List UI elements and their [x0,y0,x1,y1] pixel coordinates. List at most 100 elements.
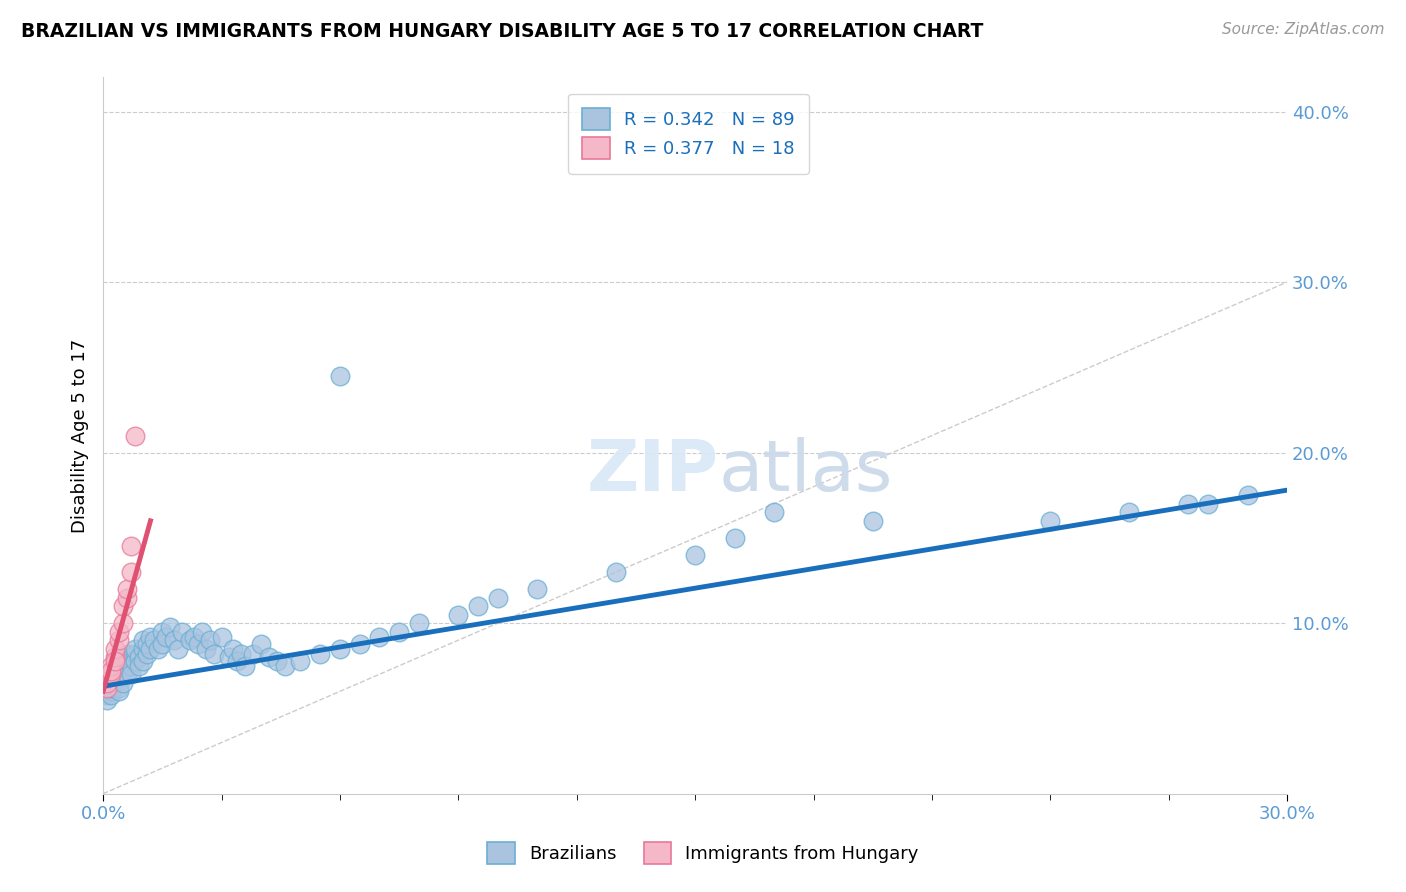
Point [104,641,127,656]
Point [96,676,118,690]
Point [100,658,122,673]
Point [104,654,127,668]
Point [100,664,122,678]
Point [273,658,295,673]
Point [135,647,157,661]
Point [447,607,470,622]
Point [211,630,233,644]
Point [115,582,138,596]
Point [108,671,131,685]
Point [115,654,138,668]
Point [1039,514,1062,528]
Point [329,641,352,656]
Point [108,633,131,648]
Point [349,637,371,651]
Point [242,647,264,661]
Point [198,633,221,648]
Point [683,548,706,562]
Point [148,641,170,656]
Point [104,664,127,678]
Point [329,368,352,383]
Point [104,671,127,685]
Point [368,630,391,644]
Point [388,624,411,639]
Point [108,667,131,681]
Point [96,688,118,702]
Point [124,654,146,668]
Point [100,667,122,681]
Point [191,624,214,639]
Point [128,650,150,665]
Point [231,647,253,661]
Point [143,633,166,648]
Point [108,684,131,698]
Point [526,582,548,596]
Point [163,633,186,648]
Point [96,671,118,685]
Point [194,641,217,656]
Point [202,647,225,661]
Point [226,654,249,668]
Point [486,591,509,605]
Point [96,693,118,707]
Point [111,664,134,678]
Point [124,641,146,656]
Point [139,641,162,656]
Point [120,658,142,673]
Point [96,676,118,690]
Text: atlas: atlas [718,437,893,506]
Point [250,637,273,651]
Point [179,633,201,648]
Legend: R = 0.342   N = 89, R = 0.377   N = 18: R = 0.342 N = 89, R = 0.377 N = 18 [568,94,808,174]
Point [115,647,138,661]
Point [309,647,332,661]
Point [108,658,131,673]
Point [150,624,173,639]
Point [115,667,138,681]
Point [159,619,181,633]
Point [139,630,162,644]
Point [233,658,256,673]
Point [862,514,884,528]
Point [155,630,177,644]
Point [1197,497,1219,511]
Point [100,684,122,698]
Point [170,624,193,639]
Text: Source: ZipAtlas.com: Source: ZipAtlas.com [1222,22,1385,37]
Point [96,681,118,695]
Point [467,599,489,613]
Point [1118,505,1140,519]
Point [1177,497,1199,511]
Point [131,633,153,648]
Point [222,641,245,656]
Point [763,505,786,519]
Point [128,658,150,673]
Point [723,531,745,545]
Point [131,641,153,656]
Point [135,637,157,651]
Point [104,676,127,690]
Legend: Brazilians, Immigrants from Hungary: Brazilians, Immigrants from Hungary [472,828,934,879]
Point [266,654,288,668]
Point [218,650,240,665]
Point [108,624,131,639]
Point [120,565,142,579]
Point [100,688,122,702]
Point [111,676,134,690]
Point [183,630,205,644]
Point [111,616,134,631]
Text: ZIP: ZIP [586,437,718,506]
Point [104,667,127,681]
Point [150,637,173,651]
Point [96,681,118,695]
Point [100,676,122,690]
Point [100,681,122,695]
Point [111,654,134,668]
Point [111,658,134,673]
Y-axis label: Disability Age 5 to 17: Disability Age 5 to 17 [72,338,89,533]
Point [111,599,134,613]
Point [115,591,138,605]
Point [290,654,312,668]
Point [120,650,142,665]
Point [124,428,146,442]
